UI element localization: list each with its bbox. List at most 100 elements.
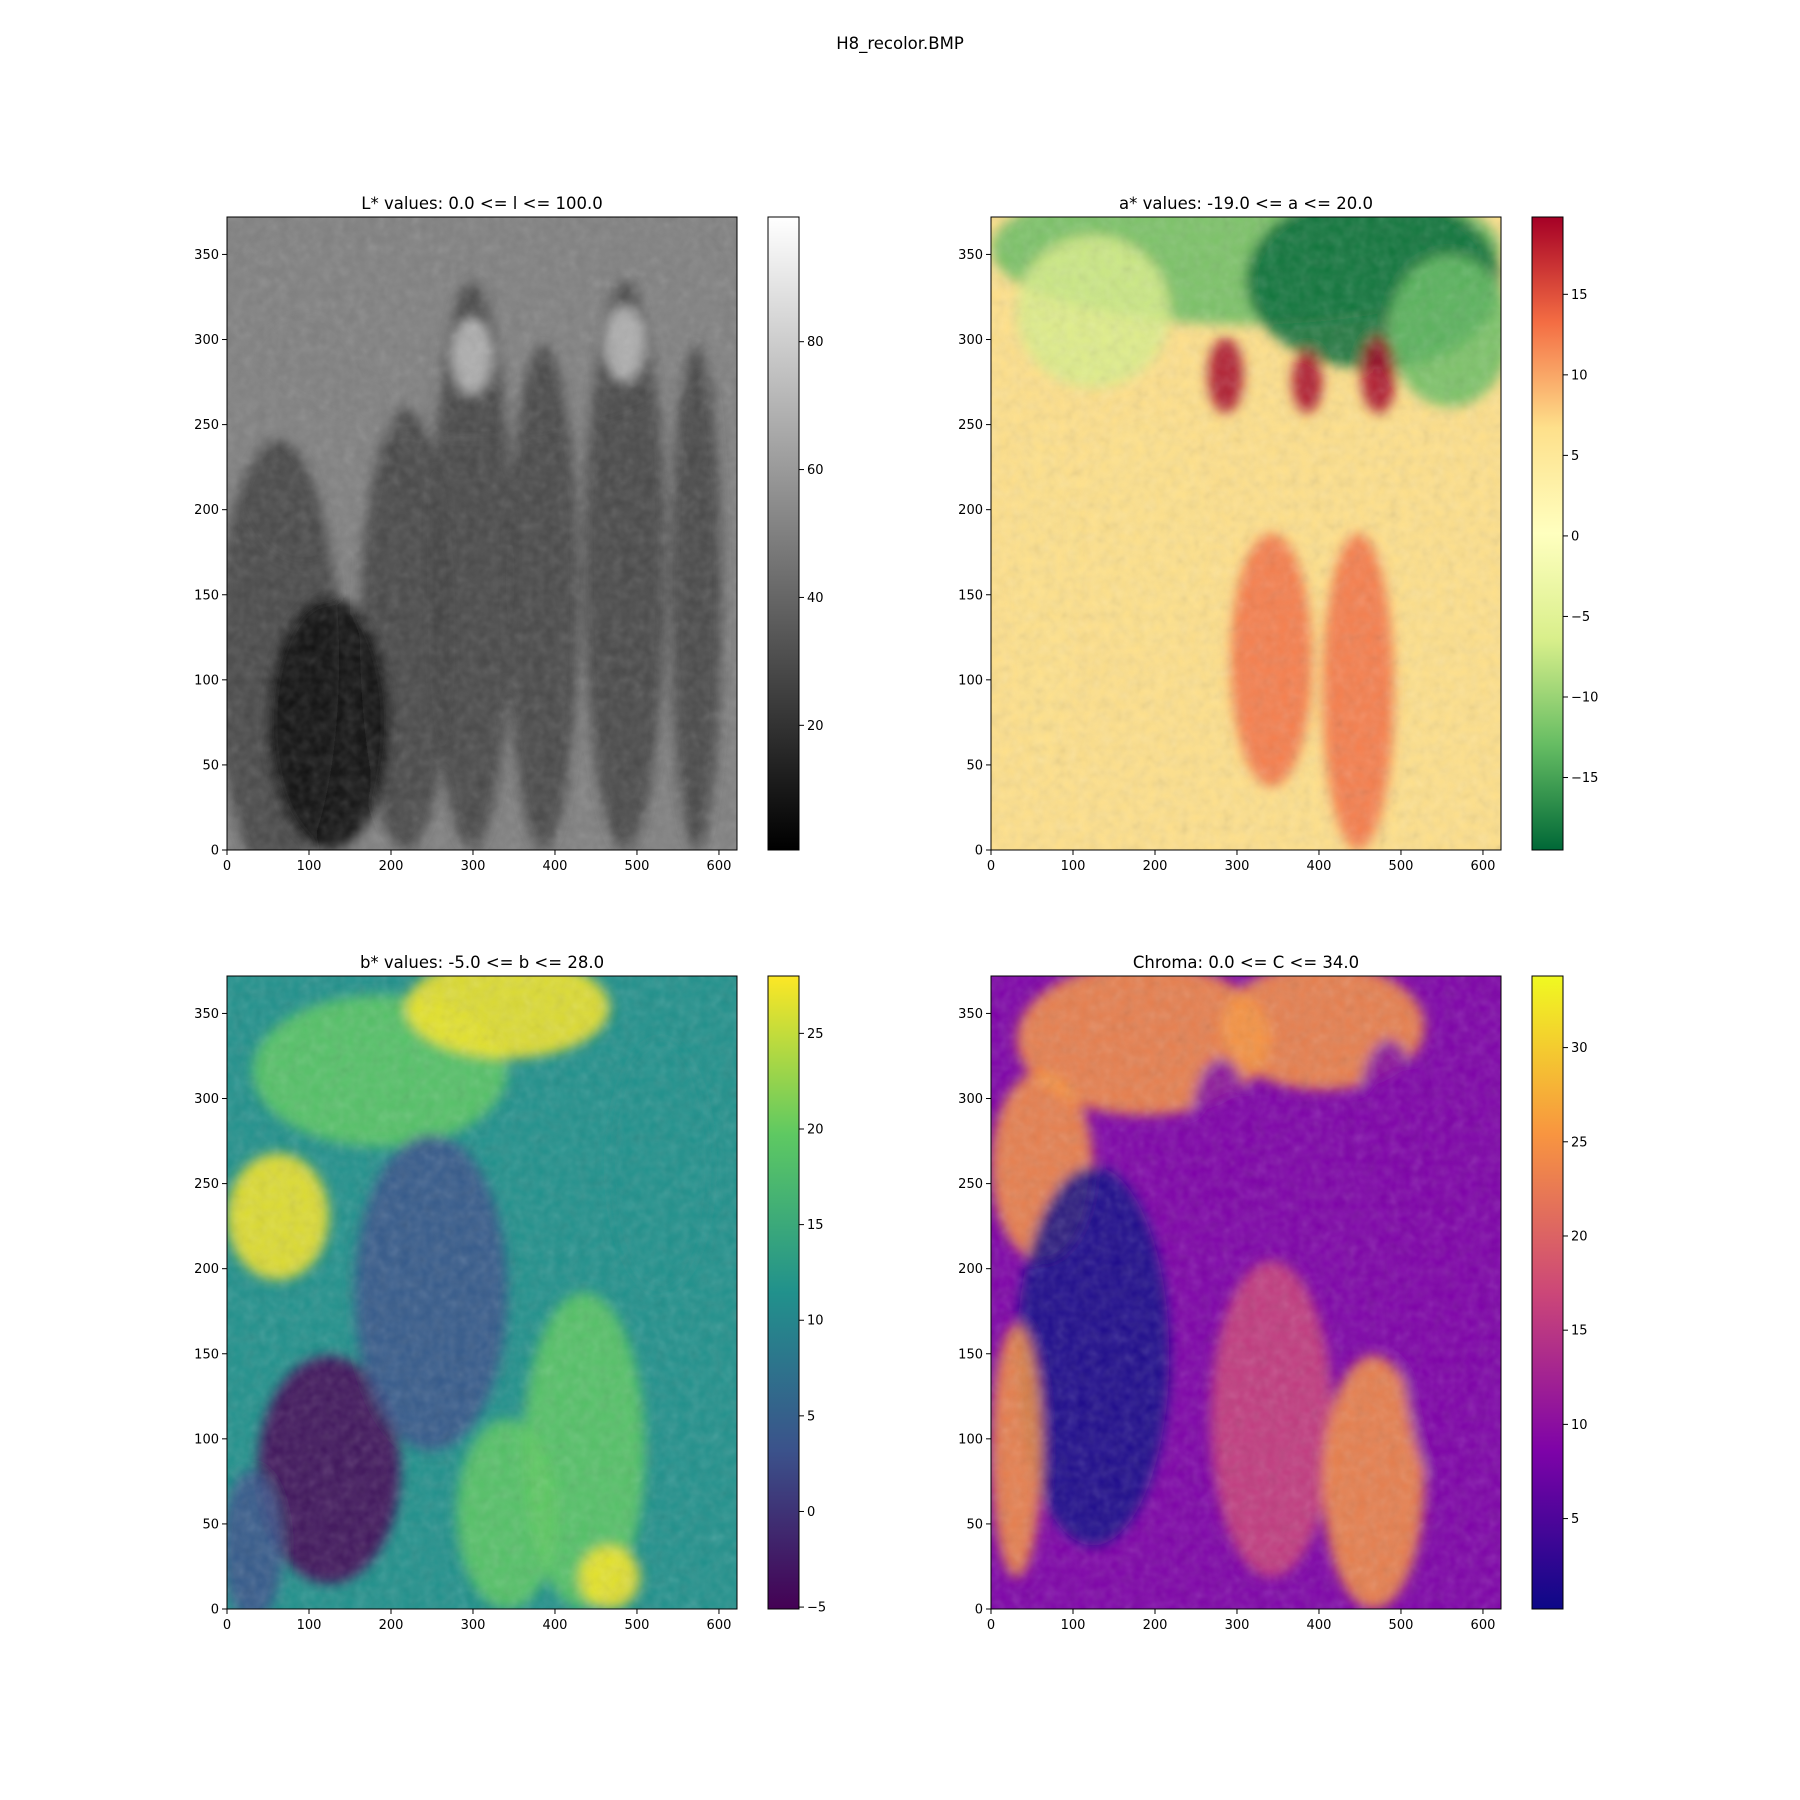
colorbar — [1531, 216, 1564, 851]
x-tick-label: 600 — [707, 1618, 732, 1633]
y-tick-label: 150 — [958, 588, 983, 603]
heatmap-image — [227, 976, 737, 1609]
y-tick-label: 0 — [975, 1603, 983, 1618]
y-tick-label: 100 — [194, 673, 219, 688]
y-tick-label: 250 — [194, 418, 219, 433]
x-tick-label: 500 — [625, 1618, 650, 1633]
y-tick-label: 50 — [966, 758, 983, 773]
x-tick-label: 100 — [297, 859, 322, 874]
y-tick-label: 200 — [194, 1262, 219, 1277]
colorbar-tick-label: 10 — [1571, 1418, 1588, 1433]
x-tick-label: 600 — [1471, 859, 1496, 874]
x-tick-label: 500 — [625, 859, 650, 874]
x-tick-label: 100 — [1061, 1618, 1086, 1633]
axes-frame — [990, 975, 1502, 1610]
colorbar-tick-label: −10 — [1571, 690, 1598, 705]
y-tick-label: 100 — [958, 1432, 983, 1447]
x-tick-label: 0 — [223, 1618, 231, 1633]
heatmap-image — [991, 217, 1501, 850]
y-tick-label: 200 — [194, 503, 219, 518]
y-tick-label: 250 — [194, 1177, 219, 1192]
y-tick-label: 350 — [194, 248, 219, 263]
x-tick-label: 0 — [223, 859, 231, 874]
colorbar-tick-label: 25 — [807, 1027, 824, 1042]
colorbar-tick-label: 5 — [1571, 449, 1579, 464]
x-tick-label: 300 — [1225, 1618, 1250, 1633]
y-tick-label: 150 — [958, 1347, 983, 1362]
heatmap-image — [227, 217, 737, 850]
x-tick-label: 100 — [1061, 859, 1086, 874]
y-tick-label: 50 — [202, 1517, 219, 1532]
x-tick-label: 600 — [707, 859, 732, 874]
y-tick-label: 50 — [966, 1517, 983, 1532]
subplot-4: Chroma: 0.0 <= C <= 34.00 100 200 300 400 500… — [958, 953, 1587, 1633]
y-tick-label: 300 — [958, 333, 983, 348]
y-tick-label: 250 — [958, 1177, 983, 1192]
subplot-title: L* values: 0.0 <= l <= 100.0 — [361, 194, 603, 213]
subplot-1: L* values: 0.0 <= l <= 100.00 100 200 300 40… — [194, 194, 824, 874]
colorbar-tick-label: 5 — [807, 1409, 815, 1424]
colorbar-tick-label: 15 — [1571, 1324, 1588, 1339]
x-tick-label: 600 — [1471, 1618, 1496, 1633]
y-tick-label: 350 — [194, 1007, 219, 1022]
x-tick-label: 400 — [1307, 859, 1332, 874]
subplot-3: b* values: -5.0 <= b <= 28.00 100 200 300 40… — [194, 953, 826, 1633]
colorbar-tick-label: 15 — [1571, 288, 1588, 303]
axes-frame — [990, 216, 1502, 851]
axes-frame — [226, 216, 738, 851]
x-tick-label: 300 — [461, 1618, 486, 1633]
colorbar-tick-label: −5 — [807, 1601, 826, 1616]
y-tick-label: 150 — [194, 588, 219, 603]
y-tick-label: 300 — [958, 1092, 983, 1107]
y-tick-label: 300 — [194, 333, 219, 348]
x-tick-label: 500 — [1389, 1618, 1414, 1633]
x-tick-label: 400 — [543, 1618, 568, 1633]
colorbar-tick-label: 20 — [807, 719, 824, 734]
x-tick-label: 400 — [1307, 1618, 1332, 1633]
x-tick-label: 500 — [1389, 859, 1414, 874]
y-tick-label: 350 — [958, 1007, 983, 1022]
colorbar-tick-label: 30 — [1571, 1041, 1588, 1056]
subplot-2: a* values: -19.0 <= a <= 20.00 100 200 300 4… — [958, 194, 1598, 874]
subplot-title: a* values: -19.0 <= a <= 20.0 — [1119, 194, 1373, 213]
y-tick-label: 350 — [958, 248, 983, 263]
colorbar — [767, 216, 800, 851]
x-tick-label: 200 — [1143, 859, 1168, 874]
colorbar-tick-label: 0 — [807, 1505, 815, 1520]
subplot-title: b* values: -5.0 <= b <= 28.0 — [360, 953, 604, 972]
x-tick-label: 300 — [1225, 859, 1250, 874]
colorbar-tick-label: 25 — [1571, 1135, 1588, 1150]
colorbar — [1531, 975, 1564, 1610]
x-tick-label: 400 — [543, 859, 568, 874]
y-tick-label: 100 — [958, 673, 983, 688]
y-tick-label: 0 — [211, 1603, 219, 1618]
colorbar-tick-label: 40 — [807, 591, 824, 606]
colorbar — [767, 975, 800, 1610]
colorbar-tick-label: 80 — [807, 335, 824, 350]
colorbar-tick-label: 0 — [1571, 529, 1579, 544]
x-tick-label: 100 — [297, 1618, 322, 1633]
colorbar-tick-label: 15 — [807, 1218, 824, 1233]
x-tick-label: 200 — [379, 859, 404, 874]
y-tick-label: 150 — [194, 1347, 219, 1362]
x-tick-label: 0 — [987, 859, 995, 874]
figure-title: H8_recolor.BMP — [836, 34, 964, 53]
y-tick-label: 250 — [958, 418, 983, 433]
colorbar-tick-label: 10 — [1571, 368, 1588, 383]
y-tick-label: 100 — [194, 1432, 219, 1447]
subplot-title: Chroma: 0.0 <= C <= 34.0 — [1133, 953, 1359, 972]
y-tick-label: 200 — [958, 1262, 983, 1277]
y-tick-label: 300 — [194, 1092, 219, 1107]
colorbar-tick-label: 20 — [1571, 1229, 1588, 1244]
colorbar-tick-label: 20 — [807, 1122, 824, 1137]
x-tick-label: 200 — [379, 1618, 404, 1633]
y-tick-label: 50 — [202, 758, 219, 773]
y-tick-label: 200 — [958, 503, 983, 518]
y-tick-label: 0 — [211, 844, 219, 859]
y-tick-label: 0 — [975, 844, 983, 859]
colorbar-tick-label: 60 — [807, 463, 824, 478]
colorbar-tick-label: −5 — [1571, 610, 1590, 625]
colorbar-tick-label: −15 — [1571, 771, 1598, 786]
x-tick-label: 0 — [987, 1618, 995, 1633]
